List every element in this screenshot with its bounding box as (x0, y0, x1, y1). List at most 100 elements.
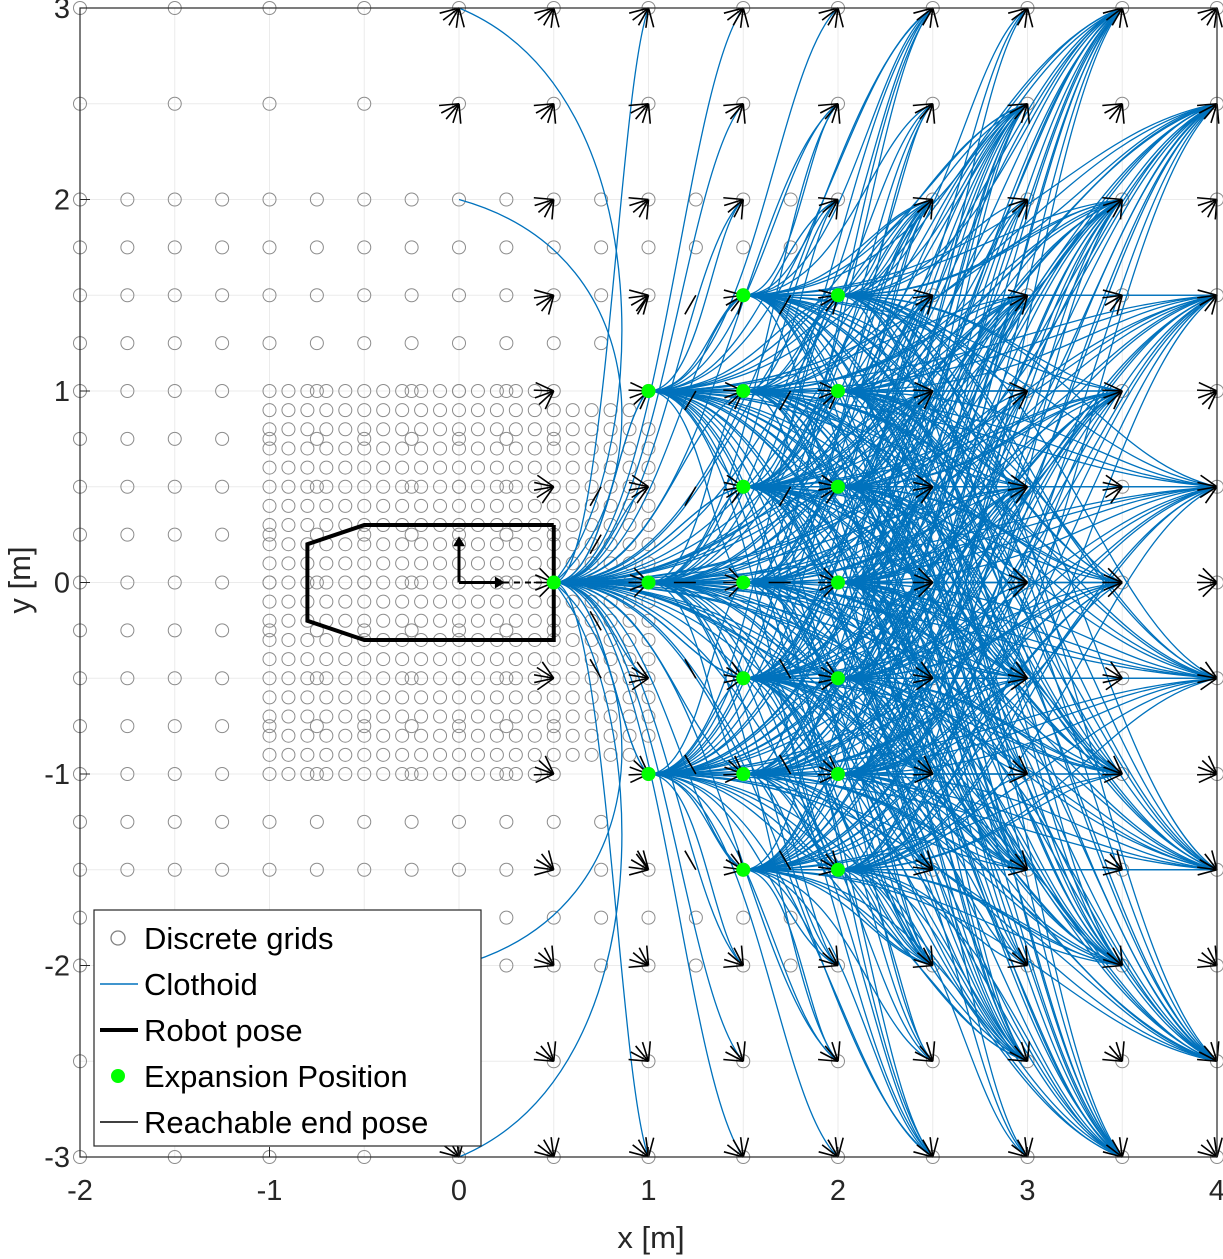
discrete-grid-point (414, 479, 429, 494)
reachable-end-pose (1007, 673, 1028, 680)
reachable-end-pose (1121, 103, 1125, 124)
clothoid-curve (743, 103, 934, 296)
discrete-grid-point (527, 747, 542, 762)
reachable-end-pose (1113, 755, 1123, 775)
discrete-grid-point (508, 498, 523, 513)
reachable-end-pose (629, 958, 649, 967)
discrete-grid-point (120, 814, 135, 829)
reachable-end-pose (647, 7, 655, 28)
clothoid-curve (837, 486, 1123, 967)
legend: Discrete grids Clothoid Robot pose Expansio… (93, 909, 482, 1147)
discrete-grid-point (395, 403, 410, 418)
discrete-grid-point (527, 594, 542, 609)
clothoid-curve (837, 486, 1123, 775)
reachable-end-pose (1115, 1041, 1124, 1062)
clothoid-curve (743, 677, 839, 871)
discrete-grid-point (338, 690, 353, 705)
discrete-grid-point (376, 422, 391, 437)
reachable-end-pose (534, 481, 554, 488)
discrete-grid-point (309, 288, 324, 303)
discrete-grid-point (262, 690, 277, 705)
discrete-grid-point (594, 240, 609, 255)
reachable-end-pose (1109, 853, 1123, 871)
discrete-grid-point (404, 527, 419, 542)
discrete-grid-point (508, 460, 523, 475)
discrete-grid-point (281, 671, 296, 686)
clothoid-curve (743, 7, 934, 296)
discrete-grid-point (433, 537, 448, 552)
reachable-end-pose (1196, 773, 1218, 776)
discrete-grid-point (452, 192, 466, 207)
discrete-grid-point (452, 623, 466, 638)
reachable-end-pose (628, 485, 649, 492)
discrete-grid-point (262, 719, 277, 734)
discrete-grid-point (309, 862, 324, 877)
legend-label: Expansion Position (144, 1059, 408, 1094)
reachable-end-pose (628, 102, 649, 107)
reachable-end-pose (1011, 952, 1029, 967)
discrete-grid-point (376, 441, 391, 456)
reachable-end-pose (917, 390, 934, 406)
discrete-grid-point (584, 479, 599, 494)
clothoid-curve (743, 103, 934, 488)
discrete-grid-point (499, 384, 514, 398)
discrete-grid-point (262, 728, 277, 743)
discrete-grid-point (546, 336, 561, 351)
clothoid-curve (837, 198, 1123, 488)
discrete-grid-point (489, 403, 504, 418)
clothoid-curve (837, 677, 1218, 871)
discrete-grid-point (527, 460, 542, 475)
clothoid-curve (458, 7, 623, 583)
expansion-position-point (831, 384, 845, 398)
discrete-grid-point (565, 613, 580, 628)
clothoid-curve (553, 581, 744, 871)
reachable-end-pose (1012, 567, 1029, 584)
discrete-grid-point (167, 479, 182, 494)
clothoid-curve (837, 294, 934, 488)
clothoid-curve (743, 103, 1218, 775)
clothoid-curve (837, 869, 1218, 1062)
reachable-end-pose (541, 661, 555, 679)
x-tick-label: -1 (257, 1175, 283, 1207)
discrete-grid-point (215, 719, 230, 734)
discrete-grid-point (489, 709, 504, 724)
discrete-grid-point (215, 623, 230, 638)
reachable-end-pose (1199, 666, 1218, 679)
discrete-grid-point (433, 613, 448, 628)
reachable-end-pose (920, 661, 934, 679)
clothoid-curve (553, 581, 744, 1158)
discrete-grid-point (319, 384, 334, 398)
reachable-end-pose (1102, 481, 1123, 488)
reachable-end-pose (1199, 486, 1218, 499)
clothoid-curve (743, 294, 1028, 679)
reachable-end-pose (1104, 666, 1123, 679)
clothoid-curve (837, 677, 1028, 1062)
reachable-end-pose (1204, 853, 1218, 871)
reachable-end-pose (912, 773, 933, 776)
discrete-grid-point (376, 652, 391, 667)
reachable-end-pose (916, 952, 934, 967)
discrete-grid-point (167, 336, 182, 351)
reachable-end-pose (725, 103, 744, 114)
discrete-grid-point (281, 537, 296, 552)
clothoid-curve (743, 677, 1028, 871)
clothoid-curve (743, 7, 1123, 679)
discrete-grid-point (433, 652, 448, 667)
reachable-end-pose (1118, 7, 1124, 28)
discrete-grid-point (546, 719, 561, 734)
reachable-end-pose (534, 289, 554, 297)
discrete-grid-point (508, 728, 523, 743)
legend-entry: Discrete grids (110, 921, 334, 956)
discrete-grid-point (452, 422, 466, 437)
discrete-grid-point (338, 747, 353, 762)
clothoid-curve (648, 390, 934, 775)
reachable-end-pose (1102, 1151, 1123, 1158)
reachable-end-pose (452, 103, 460, 124)
discrete-grid-point (262, 575, 277, 590)
clothoid-curve (553, 581, 744, 679)
reachable-end-pose (837, 1041, 841, 1062)
discrete-grid-point (395, 498, 410, 513)
legend-entry: Reachable end pose (100, 1105, 428, 1140)
reachable-end-pose (1207, 199, 1218, 218)
discrete-grid-point (319, 652, 334, 667)
